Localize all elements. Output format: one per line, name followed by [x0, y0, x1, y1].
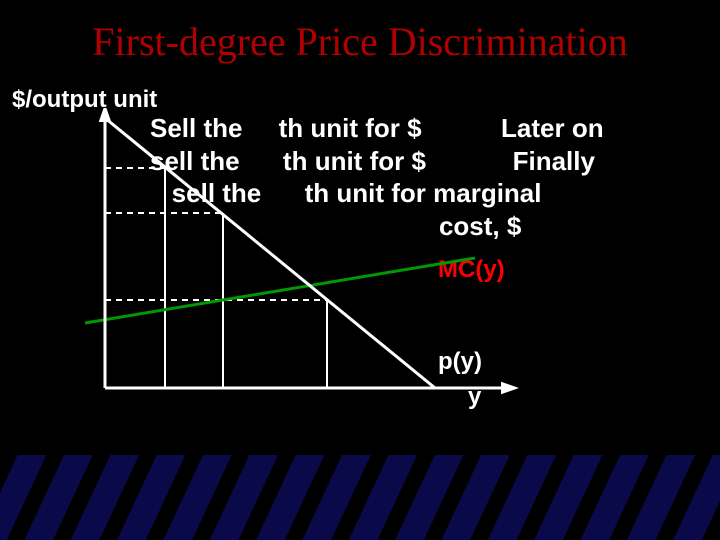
chart-svg	[55, 108, 525, 398]
footer-stripes	[0, 455, 720, 540]
slide-title: First-degree Price Discrimination	[0, 18, 720, 65]
slide: First-degree Price Discrimination $/outp…	[0, 0, 720, 540]
